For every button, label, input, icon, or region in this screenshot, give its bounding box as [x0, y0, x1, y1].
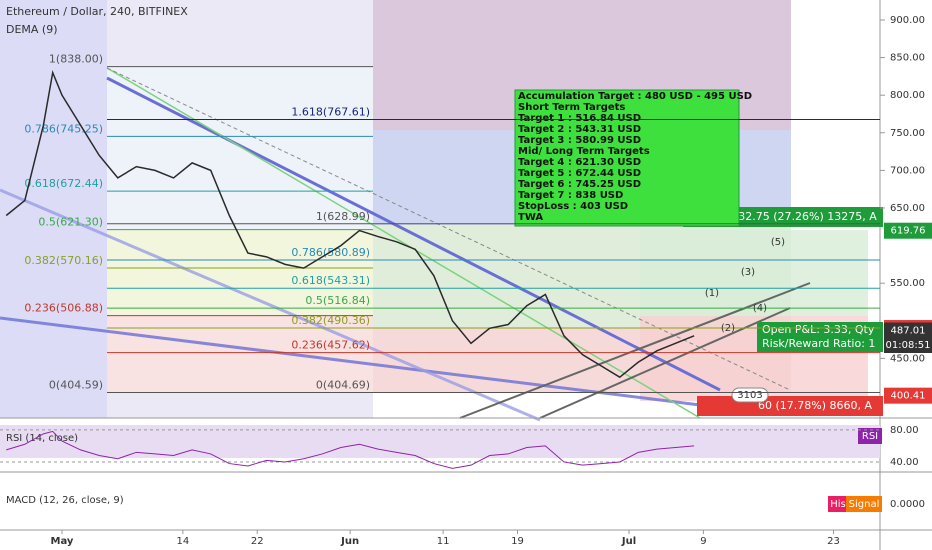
fib-label: 0.786(745.25): [24, 122, 103, 135]
targets-line: Target 2 : 543.31 USD: [518, 124, 641, 135]
wave-label: (1): [705, 288, 719, 299]
x-tick-label: Jul: [621, 536, 636, 547]
targets-line: Mid/ Long Term Targets: [518, 146, 650, 157]
zone: [0, 0, 107, 418]
channel-line: [459, 282, 811, 419]
target-zone: [640, 230, 868, 316]
fib-label: 0.618(543.31): [291, 274, 370, 287]
rr-label: Risk/Reward Ratio: 1: [762, 337, 875, 350]
fib-label: 0.5(621.30): [38, 216, 103, 229]
pnl-label: Open P&L: 3.33, Qty: [762, 323, 875, 336]
macd-badge-text: His: [830, 499, 846, 510]
y-tick-label: 900.00: [890, 15, 925, 26]
fib-label: 1.618(767.61): [291, 106, 370, 119]
fib-label: 0(404.69): [316, 378, 370, 391]
x-tick-label: 23: [827, 536, 840, 547]
x-tick-label: 11: [437, 536, 450, 547]
trend-line: [106, 67, 701, 419]
fib-label: 0.236(457.62): [291, 339, 370, 352]
targets-line: Target 3 : 580.99 USD: [518, 135, 641, 146]
fib-label: 1(838.00): [49, 53, 103, 66]
y-tick-label: 700.00: [890, 165, 925, 176]
rsi-band: [0, 425, 880, 458]
fib-label: 0.5(516.84): [305, 294, 370, 307]
targets-box: [514, 89, 740, 227]
y-tick-label: 750.00: [890, 128, 925, 139]
fib-label: 0(404.59): [49, 379, 103, 392]
pnl-bg: [757, 322, 883, 352]
price-label: 487.01: [891, 326, 926, 337]
targets-line: StopLoss : 403 USD: [518, 201, 628, 212]
price-label: 400.41: [891, 391, 926, 402]
chart-title: Ethereum / Dollar, 240, BITFINEX: [6, 5, 188, 18]
rsi-title: RSI (14, close): [6, 433, 78, 444]
trend-line: [0, 316, 701, 407]
y-tick-label: 550.00: [890, 278, 925, 289]
macd-badge: [828, 496, 848, 512]
targets-line: Target 7 : 838 USD: [518, 190, 623, 201]
zone: [107, 230, 373, 316]
macd-title: MACD (12, 26, close, 9): [6, 495, 124, 506]
rsi-tick-label: 40.00: [890, 457, 919, 468]
fib-label: 1(628.99): [316, 210, 370, 223]
trend-line: [106, 76, 721, 392]
price-label-bg: [884, 322, 932, 339]
fib-label: 0.382(570.16): [24, 254, 103, 267]
fib-label: 0.382(490.36): [291, 314, 370, 327]
macd-tick: 0.0000: [890, 499, 925, 510]
countdown: 01:08:51: [886, 340, 931, 351]
targets-line: Accumulation Target : 480 USD - 495 USD: [518, 91, 752, 102]
wave-label: (5): [771, 237, 785, 248]
rsi-badge: [858, 428, 882, 444]
macd-badge: [846, 496, 882, 512]
fib-label: 0.236(506.88): [24, 302, 103, 315]
countdown-bg: [884, 337, 932, 353]
macd-badge-text: Signal: [849, 499, 880, 510]
indicator: DEMA (9): [6, 23, 58, 36]
wave-label: (2): [721, 323, 735, 334]
price-label-bg: [884, 387, 932, 404]
y-tick-label: 850.00: [890, 53, 925, 64]
y-tick-label: 650.00: [890, 203, 925, 214]
x-tick-label: 19: [511, 536, 524, 547]
channel-line: [539, 307, 791, 419]
rsi-tick-label: 80.00: [890, 425, 919, 436]
targets-line: Target 4 : 621.30 USD: [518, 157, 641, 168]
x-tick-label: 14: [176, 536, 189, 547]
badge: 3103: [737, 390, 762, 401]
y-tick-label: 800.00: [890, 90, 925, 101]
x-tick-label: Jun: [340, 536, 359, 547]
targets-line: Target 6 : 745.25 USD: [518, 179, 641, 190]
targets-line: Short Term Targets: [518, 102, 625, 113]
targets-line: Target 5 : 672.44 USD: [518, 168, 641, 179]
rsi-badge-text: RSI: [862, 431, 878, 442]
price-line: [5, 69, 695, 379]
x-tick-label: May: [51, 536, 74, 547]
stop-label: 60 (17.78%) 8660, A: [758, 399, 873, 412]
wave-label: (4): [753, 303, 767, 314]
trend-line: [0, 188, 541, 422]
fib-label: 0.618(672.44): [24, 177, 103, 190]
x-tick-label: 9: [700, 536, 706, 547]
price-label-bg: [884, 222, 932, 239]
wave-label: (3): [741, 267, 755, 278]
targets-line: TWA: [518, 212, 543, 223]
badge-bg: [731, 387, 769, 403]
targets-line: Target 1 : 516.84 USD: [518, 113, 641, 124]
x-tick-label: 22: [251, 536, 264, 547]
y-tick-label: 450.00: [890, 353, 925, 364]
price-label: 619.76: [891, 226, 926, 237]
rsi-line: [6, 430, 695, 469]
